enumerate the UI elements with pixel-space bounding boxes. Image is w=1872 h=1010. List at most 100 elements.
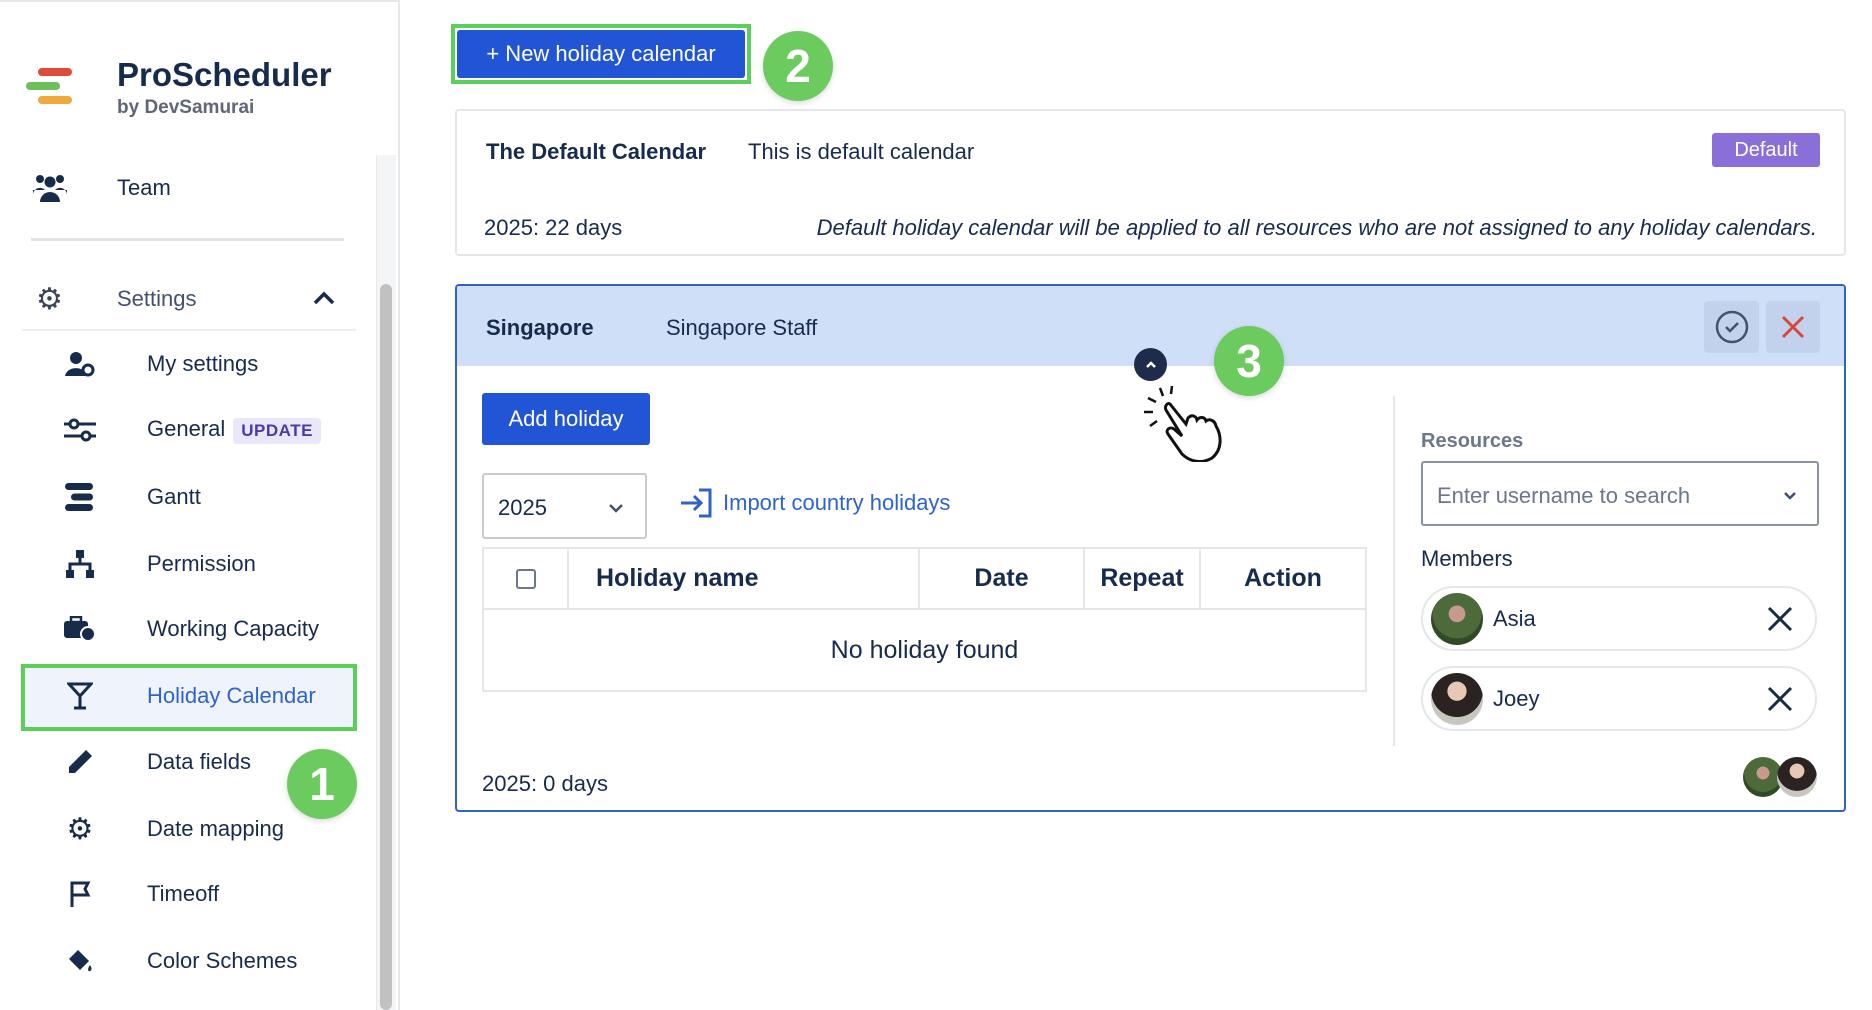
column-date[interactable]: Date [918, 547, 1085, 610]
avatar [1431, 672, 1483, 725]
item-label: Date mapping [147, 816, 284, 841]
year-value: 2025 [498, 495, 547, 520]
remove-member-icon[interactable] [1767, 686, 1793, 712]
brand-subtitle: by DevSamurai [117, 97, 255, 118]
general-label: General [147, 416, 226, 441]
step-3-annotation: 3 [1214, 326, 1284, 396]
flag-icon [64, 878, 96, 910]
chevron-up-icon [313, 291, 335, 305]
pointer-hand-icon [1144, 385, 1222, 462]
pencil-icon [64, 746, 96, 778]
calendar-name: Singapore [486, 315, 594, 340]
resources-label: Resources [1421, 430, 1524, 452]
check-circle-icon [1715, 310, 1748, 344]
sidebar-item-team[interactable]: Team [20, 165, 360, 211]
collapse-button[interactable] [1134, 348, 1167, 381]
item-label: Color Schemes [147, 948, 298, 973]
select-all-cell [482, 547, 569, 610]
holiday-calendar-highlight [21, 664, 357, 731]
chevron-down-icon [609, 504, 623, 513]
sliders-icon [64, 414, 96, 446]
brand-title: ProScheduler [117, 56, 332, 93]
sidebar-item-timeoff[interactable]: Timeoff [0, 869, 360, 919]
briefcase-clock-icon [64, 613, 96, 645]
hierarchy-icon [64, 548, 96, 580]
member-chip-joey: Joey [1421, 666, 1817, 731]
import-label: Import country holidays [723, 490, 951, 515]
remove-member-icon[interactable] [1767, 606, 1793, 632]
close-icon [1781, 315, 1805, 339]
item-label: My settings [147, 351, 259, 376]
item-label: Gantt [147, 484, 201, 509]
avatar [1777, 757, 1817, 797]
settings-label: Settings [117, 286, 197, 311]
default-badge: Default [1712, 133, 1820, 167]
default-calendar-card[interactable]: The Default Calendar This is default cal… [455, 109, 1846, 256]
default-note: Default holiday calendar will be applied… [816, 215, 1817, 240]
chevron-down-icon [1784, 492, 1796, 500]
sidebar-item-permission[interactable]: Permission [0, 539, 360, 589]
avatar [1743, 757, 1783, 797]
column-repeat[interactable]: Repeat [1083, 547, 1201, 610]
settings-section-toggle[interactable]: ⚙ Settings [22, 272, 356, 331]
sidebar-item-general[interactable]: General UPDATE [0, 405, 360, 455]
sidebar-item-gantt[interactable]: Gantt [0, 472, 360, 522]
item-label: Timeoff [147, 881, 220, 906]
calendar-description: Singapore Staff [666, 315, 818, 340]
calendar-days: 2025: 0 days [482, 771, 608, 796]
column-action: Action [1199, 547, 1367, 610]
save-button[interactable] [1704, 301, 1759, 353]
member-name: Asia [1493, 605, 1536, 631]
avatar [1431, 592, 1483, 645]
sidebar-item-my-settings[interactable]: My settings [0, 339, 360, 389]
team-label: Team [117, 175, 171, 200]
member-name: Joey [1493, 685, 1540, 711]
resources-search-input[interactable]: Enter username to search [1421, 461, 1819, 526]
add-holiday-button[interactable]: Add holiday [482, 393, 650, 445]
resources-placeholder: Enter username to search [1437, 483, 1691, 508]
chevron-up-icon [1145, 360, 1156, 368]
item-label: Data fields [147, 749, 251, 774]
sidebar-item-data-fields[interactable]: Data fields [0, 737, 360, 787]
calendar-name: The Default Calendar [486, 139, 707, 164]
member-avatar-stack [1743, 757, 1821, 799]
year-select[interactable]: 2025 [482, 473, 647, 539]
sidebar-item-color-schemes[interactable]: Color Schemes [0, 936, 360, 986]
import-country-holidays-link[interactable]: Import country holidays [679, 486, 950, 520]
item-label: Working Capacity [147, 616, 319, 641]
table-header-row: Holiday name Date Repeat Action [482, 547, 1367, 610]
user-gear-icon [64, 348, 96, 380]
sidebar-item-holiday-calendar[interactable]: Holiday Calendar [0, 671, 360, 721]
gear-icon: ⚙ [66, 812, 94, 846]
sidebar-item-date-mapping[interactable]: ⚙ Date mapping [0, 804, 360, 854]
cancel-button[interactable] [1766, 301, 1820, 353]
new-holiday-calendar-button[interactable]: + New holiday calendar [457, 30, 745, 78]
update-badge: UPDATE [233, 418, 321, 444]
column-holiday-name[interactable]: Holiday name [567, 547, 920, 610]
item-label: General UPDATE [147, 416, 321, 444]
paint-bucket-icon [64, 945, 96, 977]
sidebar-item-working-capacity[interactable]: Working Capacity [0, 604, 360, 654]
users-icon [32, 175, 68, 202]
empty-state: No holiday found [482, 608, 1367, 692]
import-icon [681, 488, 712, 518]
item-label: Holiday Calendar [147, 683, 316, 708]
step-2-annotation: 2 [763, 31, 833, 101]
calendar-description: This is default calendar [748, 139, 975, 164]
gear-icon: ⚙ [36, 283, 63, 316]
item-label: Permission [147, 551, 256, 576]
proscheduler-logo [26, 68, 74, 108]
calendar-days: 2025: 22 days [484, 215, 623, 240]
step-1-annotation: 1 [287, 749, 357, 819]
member-chip-asia: Asia [1421, 586, 1817, 651]
members-label: Members [1421, 546, 1513, 571]
select-all-checkbox[interactable] [515, 569, 536, 590]
holiday-table: Holiday name Date Repeat Action No holid… [482, 547, 1367, 692]
new-holiday-calendar-highlight: + New holiday calendar [451, 24, 751, 84]
sidebar-scrollbar-thumb[interactable] [380, 284, 392, 1010]
gantt-icon [64, 481, 96, 513]
divider [31, 238, 344, 241]
vertical-divider [1393, 396, 1395, 746]
sidebar [0, 0, 400, 1010]
cocktail-icon [64, 680, 96, 712]
